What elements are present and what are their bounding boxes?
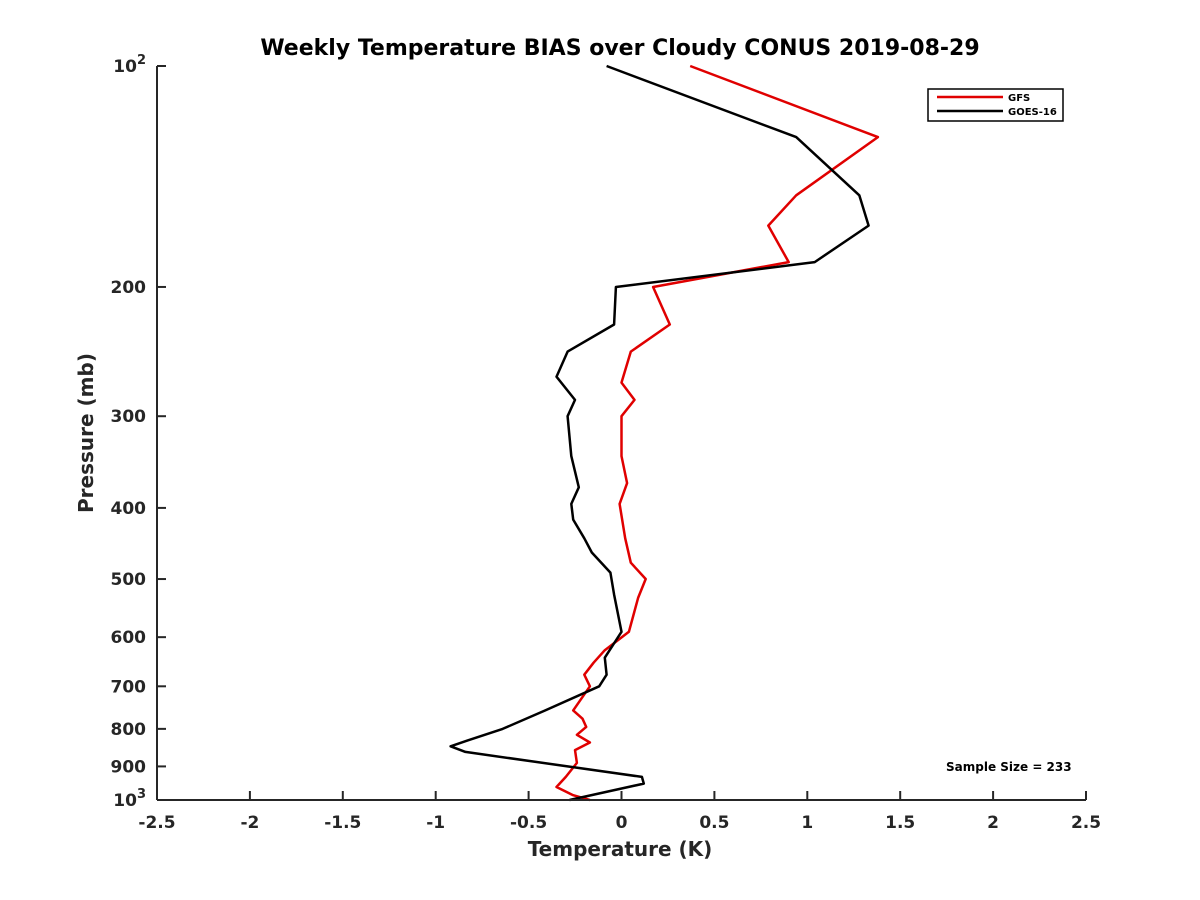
legend-label-goes16: GOES-16	[1008, 107, 1057, 118]
legend: GFS GOES-16	[927, 88, 1064, 122]
y-tick-label: 700	[111, 677, 147, 697]
legend-label-gfs: GFS	[1008, 93, 1030, 104]
x-tick-label: 1	[801, 813, 813, 833]
y-tick-label: 300	[111, 407, 147, 427]
y-tick-label: 500	[111, 570, 147, 590]
series-line-goes16	[449, 64, 870, 802]
x-tick-label: -2.5	[138, 813, 175, 833]
y-tick-label: 900	[111, 757, 147, 777]
x-tick-label: -0.5	[510, 813, 547, 833]
y-tick-label: 600	[111, 628, 147, 648]
y-tick-label: 102	[113, 53, 146, 77]
plot-area	[449, 64, 880, 802]
y-tick-label: 400	[111, 499, 147, 519]
x-ticks: -2.5 -2 -1.5 -1 -0.5 0 0.5 1 1.5 2 2.5	[138, 791, 1101, 833]
x-tick-label: -2	[240, 813, 259, 833]
x-axis-label: Temperature (K)	[528, 837, 713, 861]
chart-title: Weekly Temperature BIAS over Cloudy CONU…	[260, 36, 979, 61]
x-tick-label: 1.5	[885, 813, 915, 833]
x-tick-label: 0.5	[699, 813, 729, 833]
series-line-gfs	[555, 64, 880, 802]
y-tick-label: 800	[111, 720, 147, 740]
y-tick-label: 200	[111, 278, 147, 298]
legend-box	[927, 88, 1064, 122]
y-axis-label: Pressure (mb)	[74, 353, 98, 513]
x-tick-label: 2.5	[1071, 813, 1101, 833]
x-tick-label: -1.5	[324, 813, 361, 833]
y-tick-label: 103	[113, 787, 146, 811]
x-tick-label: 2	[987, 813, 999, 833]
y-ticks: 102 200 300 400 500 600 700 800 900 103	[111, 53, 166, 811]
x-tick-label: 0	[616, 813, 628, 833]
x-tick-label: -1	[426, 813, 445, 833]
sample-size-annotation: Sample Size = 233	[946, 760, 1072, 774]
